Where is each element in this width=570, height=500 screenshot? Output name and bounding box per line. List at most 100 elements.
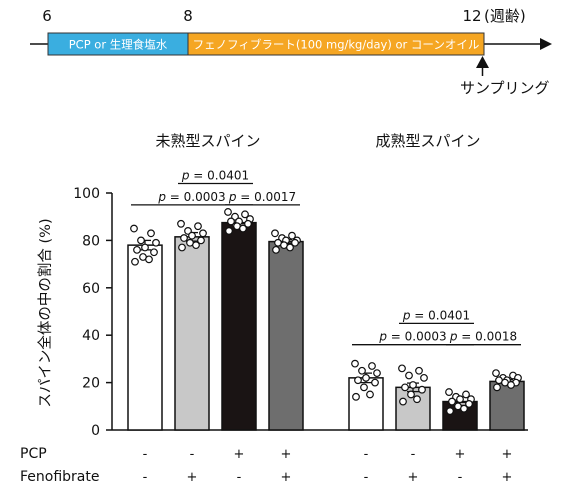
data-point <box>150 248 158 257</box>
data-point <box>415 366 423 375</box>
panel-title-mature: 成熟型スパイン <box>375 132 480 150</box>
data-point <box>445 388 453 396</box>
data-point <box>493 383 501 392</box>
y-tick-label: 20 <box>82 376 100 392</box>
data-point <box>291 238 299 247</box>
significance-label: p = 0.0401 <box>402 308 470 322</box>
bar <box>174 236 210 431</box>
data-point <box>188 231 196 240</box>
timeline: PCP or 生理食塩水 フェノフィブラート(100 mg/kg/day) or… <box>30 7 552 97</box>
data-point <box>360 383 368 392</box>
y-tick-label: 40 <box>82 328 100 344</box>
data-point <box>288 231 296 240</box>
data-point <box>224 208 232 216</box>
timeline-segment-drug-label: フェノフィブラート(100 mg/kg/day) or コーンオイル <box>193 38 480 52</box>
data-point <box>405 371 413 380</box>
fenofibrate-sign: + <box>408 470 419 485</box>
y-axis-label: スパイン全体の中の割合 (%) <box>36 218 54 407</box>
data-point <box>178 243 186 252</box>
data-point <box>239 224 247 233</box>
fenofibrate-sign: - <box>364 470 369 485</box>
data-point <box>358 366 366 375</box>
bars <box>127 208 525 431</box>
data-point <box>448 397 456 406</box>
timeline-segment-treatment-label: PCP or 生理食塩水 <box>69 38 168 52</box>
pcp-sign: - <box>364 447 369 462</box>
y-tick-label: 80 <box>82 233 100 249</box>
data-point <box>354 376 362 385</box>
timeline-unit-label: (週齢) <box>484 7 526 25</box>
sampling-label: サンプリング <box>460 79 550 97</box>
data-point <box>371 378 379 387</box>
data-point <box>401 383 409 392</box>
data-point <box>141 243 149 252</box>
data-point <box>199 229 207 238</box>
data-point <box>130 224 138 233</box>
data-point <box>398 364 406 373</box>
y-tick-label: 100 <box>73 186 100 202</box>
data-point <box>351 359 359 368</box>
y-tick-label: 0 <box>91 423 100 439</box>
row-label-fenofibrate: Fenofibrate <box>20 469 99 485</box>
bar <box>268 240 304 431</box>
data-point <box>152 238 160 247</box>
data-point <box>271 229 279 238</box>
data-point <box>492 369 500 378</box>
significance-label: p = 0.0003 <box>157 190 225 204</box>
sampling-arrow-icon <box>476 56 489 68</box>
data-point <box>272 245 280 254</box>
data-point <box>194 222 202 231</box>
pcp-sign: + <box>281 447 292 462</box>
timeline-tick-12: 12 <box>462 7 481 25</box>
fenofibrate-sign: - <box>458 470 463 485</box>
data-point <box>131 257 139 266</box>
pcp-sign: - <box>411 447 416 462</box>
fenofibrate-sign: + <box>187 470 198 485</box>
timeline-arrowhead <box>540 38 552 50</box>
data-point <box>177 219 185 228</box>
row-label-pcp: PCP <box>20 446 47 462</box>
data-point <box>197 236 205 245</box>
data-point <box>192 241 200 250</box>
data-point <box>366 390 374 399</box>
bar <box>127 244 163 431</box>
data-point <box>446 407 454 415</box>
timeline-segment-drug <box>187 32 485 56</box>
pcp-sign: + <box>502 447 513 462</box>
fenofibrate-sign: - <box>143 470 148 485</box>
data-point <box>227 217 235 226</box>
data-point <box>241 210 249 219</box>
significance-label: p = 0.0017 <box>228 190 296 204</box>
data-point <box>460 404 468 413</box>
data-point <box>362 373 370 382</box>
bar <box>221 221 257 431</box>
significance-label: p = 0.0401 <box>181 169 249 183</box>
data-point <box>133 245 141 254</box>
bar-chart: スパイン全体の中の割合 (%) 0 20 40 60 80 100 未熟型スパイン 成熟型… <box>20 132 528 485</box>
data-point <box>465 400 473 408</box>
panel-title-immature: 未熟型スパイン <box>155 132 260 150</box>
pcp-sign: + <box>455 447 466 462</box>
condition-rows: PCP Fenofibrate - - - + + - + + - - - + + - + + <box>20 446 512 485</box>
data-point <box>418 385 426 394</box>
data-point <box>462 390 470 399</box>
timeline-tick-6: 6 <box>42 7 52 25</box>
data-point <box>456 395 464 404</box>
data-point <box>180 234 188 242</box>
data-point <box>373 369 381 378</box>
y-tick-label: 60 <box>82 281 100 297</box>
data-point <box>137 236 145 245</box>
fenofibrate-sign: + <box>281 470 292 485</box>
data-point <box>399 397 407 406</box>
significance-label: p = 0.0003 <box>378 330 446 344</box>
data-point <box>507 381 515 389</box>
significance-label: p = 0.0018 <box>449 330 517 344</box>
pcp-sign: + <box>234 447 245 462</box>
data-point <box>286 243 294 252</box>
timeline-tick-8: 8 <box>183 7 193 25</box>
fenofibrate-sign: + <box>502 470 513 485</box>
pcp-sign: - <box>143 447 148 462</box>
pcp-sign: - <box>190 447 195 462</box>
